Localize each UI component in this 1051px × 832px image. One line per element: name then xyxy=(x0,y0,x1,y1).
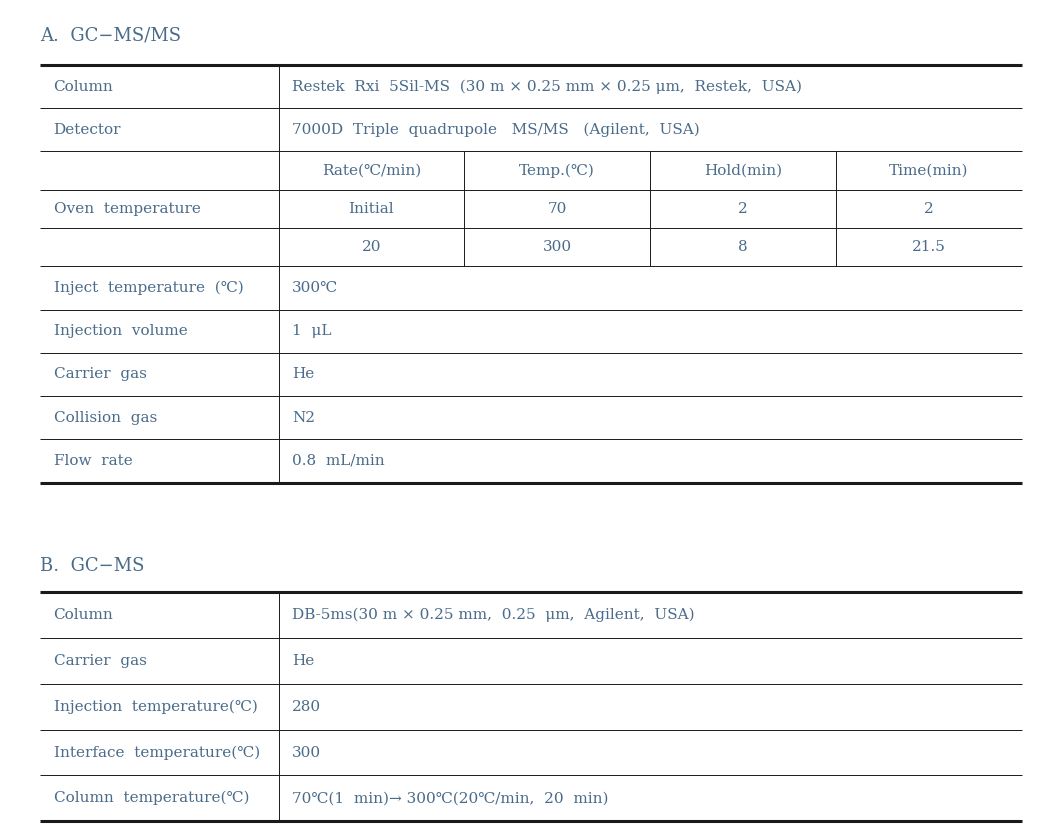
Text: Detector: Detector xyxy=(54,123,121,136)
Text: 0.8  mL/min: 0.8 mL/min xyxy=(292,454,385,468)
Text: N2: N2 xyxy=(292,411,315,424)
Text: Column  temperature(℃): Column temperature(℃) xyxy=(54,791,249,805)
Text: Flow  rate: Flow rate xyxy=(54,454,132,468)
Text: Time(min): Time(min) xyxy=(889,164,968,177)
Text: Initial: Initial xyxy=(349,202,394,215)
Text: 300℃: 300℃ xyxy=(292,281,338,295)
Text: 70℃(1  min)→ 300℃(20℃/min,  20  min): 70℃(1 min)→ 300℃(20℃/min, 20 min) xyxy=(292,791,609,805)
Text: Oven  temperature: Oven temperature xyxy=(54,202,201,215)
Text: He: He xyxy=(292,654,314,668)
Text: Carrier  gas: Carrier gas xyxy=(54,368,146,381)
Text: Collision  gas: Collision gas xyxy=(54,411,157,424)
Text: DB-5ms(30 m × 0.25 mm,  0.25  μm,  Agilent,  USA): DB-5ms(30 m × 0.25 mm, 0.25 μm, Agilent,… xyxy=(292,608,695,622)
Text: Column: Column xyxy=(54,608,114,622)
Text: Inject  temperature  (℃): Inject temperature (℃) xyxy=(54,280,244,295)
Text: Hold(min): Hold(min) xyxy=(704,164,782,177)
Text: B.  GC−MS: B. GC−MS xyxy=(40,557,144,576)
Text: 300: 300 xyxy=(542,240,572,254)
Text: 7000D  Triple  quadrupole   MS/MS   (Agilent,  USA): 7000D Triple quadrupole MS/MS (Agilent, … xyxy=(292,122,700,137)
Text: Carrier  gas: Carrier gas xyxy=(54,654,146,668)
Text: Interface  temperature(℃): Interface temperature(℃) xyxy=(54,745,260,760)
Text: Injection  volume: Injection volume xyxy=(54,324,187,338)
Text: Injection  temperature(℃): Injection temperature(℃) xyxy=(54,700,257,714)
Text: 2: 2 xyxy=(924,202,933,215)
Text: 8: 8 xyxy=(738,240,747,254)
Text: Temp.(℃): Temp.(℃) xyxy=(519,163,595,178)
Text: Column: Column xyxy=(54,80,114,93)
Text: He: He xyxy=(292,368,314,381)
Text: Rate(℃/min): Rate(℃/min) xyxy=(322,164,421,177)
Text: 70: 70 xyxy=(548,202,566,215)
Text: 300: 300 xyxy=(292,745,322,760)
Text: Restek  Rxi  5Sil-MS  (30 m × 0.25 mm × 0.25 μm,  Restek,  USA): Restek Rxi 5Sil-MS (30 m × 0.25 mm × 0.2… xyxy=(292,79,802,94)
Text: 280: 280 xyxy=(292,700,322,714)
Text: 20: 20 xyxy=(362,240,382,254)
Text: 21.5: 21.5 xyxy=(912,240,946,254)
Text: 2: 2 xyxy=(738,202,748,215)
Text: A.  GC−MS/MS: A. GC−MS/MS xyxy=(40,27,181,45)
Text: 1  μL: 1 μL xyxy=(292,324,332,338)
